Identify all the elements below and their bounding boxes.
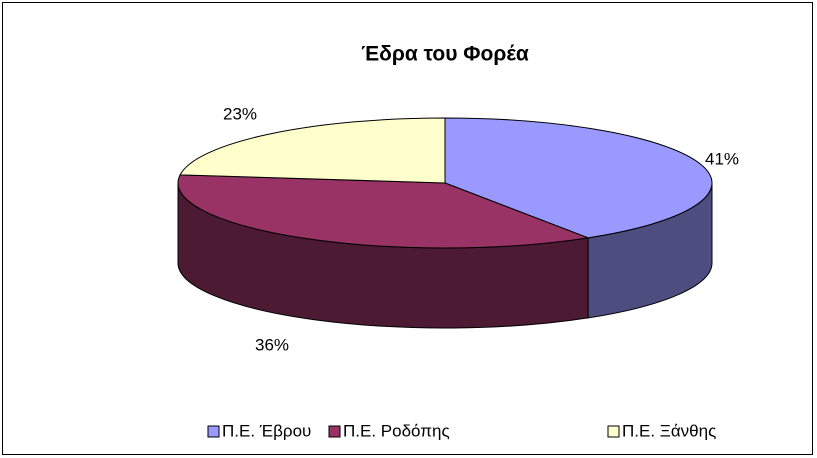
legend-swatch bbox=[207, 425, 220, 438]
legend-swatch bbox=[328, 425, 341, 438]
legend-label: Π.Ε. Ροδόπης bbox=[343, 421, 450, 440]
pie-slice bbox=[444, 117, 713, 239]
chart-title: Έδρα του Φορέα bbox=[361, 43, 529, 66]
pie-slice bbox=[179, 117, 446, 184]
pie-slice bbox=[177, 174, 591, 249]
legend-label: Π.Ε. Έβρου bbox=[222, 421, 311, 440]
data-label: 23% bbox=[223, 104, 257, 123]
data-label: 41% bbox=[705, 149, 739, 168]
legend-label: Π.Ε. Ξάνθης bbox=[622, 421, 716, 440]
legend-swatch bbox=[607, 425, 620, 438]
data-label: 36% bbox=[255, 335, 289, 354]
